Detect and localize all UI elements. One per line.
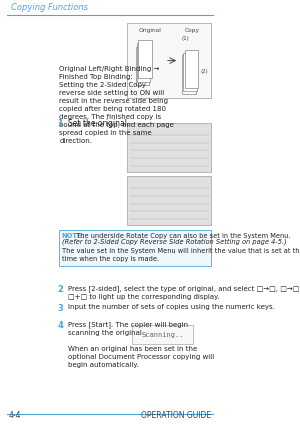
Text: 3: 3 (57, 304, 63, 313)
Bar (128, 176, 211, 225)
Text: The underside Rotate Copy can also be set in the System Menu.: The underside Rotate Copy can also be se… (74, 233, 290, 239)
Text: Original Left/Right Binding →
Finished Top Binding:
Setting the 2-Sided Copy
rev: Original Left/Right Binding → Finished T… (59, 66, 174, 144)
Bar (182, 55, 196, 94)
Bar (183, 53, 196, 91)
Text: Press [2-sided], select the type of original, and select □→□, □→□ or
□+□ to ligh: Press [2-sided], select the type of orig… (68, 285, 300, 300)
Bar (128, 23, 211, 98)
Bar (136, 47, 149, 85)
Text: (Refer to 2-Sided Copy Reverse Side Rotation Setting on page 4-5.): (Refer to 2-Sided Copy Reverse Side Rota… (61, 239, 286, 246)
Text: Copying Functions: Copying Functions (11, 3, 88, 12)
Bar (132, 325, 193, 344)
Text: (1): (1) (182, 36, 189, 41)
Text: NOTE:: NOTE: (61, 233, 85, 239)
Text: Press [Start]. The copier will begin
scanning the original.: Press [Start]. The copier will begin sca… (68, 321, 188, 336)
Bar (184, 50, 198, 88)
Text: 1: 1 (57, 119, 63, 128)
Text: 2: 2 (57, 285, 63, 294)
Text: Scanning..: Scanning.. (141, 332, 184, 338)
Text: 4-4: 4-4 (9, 411, 21, 420)
Text: Copy: Copy (185, 28, 200, 33)
Text: OPERATION GUIDE: OPERATION GUIDE (141, 411, 211, 420)
Text: Input the number of sets of copies using the numeric keys.: Input the number of sets of copies using… (68, 304, 275, 310)
Text: 4: 4 (57, 321, 63, 330)
Text: Original: Original (138, 28, 161, 33)
Text: (2): (2) (200, 69, 208, 74)
Bar (137, 43, 151, 82)
Bar (59, 230, 211, 266)
Bar (138, 40, 152, 78)
Text: When an original has been set in the
optional Document Processor copying will
be: When an original has been set in the opt… (68, 346, 214, 368)
Text: Set the original.: Set the original. (68, 119, 130, 128)
Text: The value set in the System Menu will inherit the value that is set at the
time : The value set in the System Menu will in… (61, 248, 300, 262)
Bar (128, 123, 211, 172)
